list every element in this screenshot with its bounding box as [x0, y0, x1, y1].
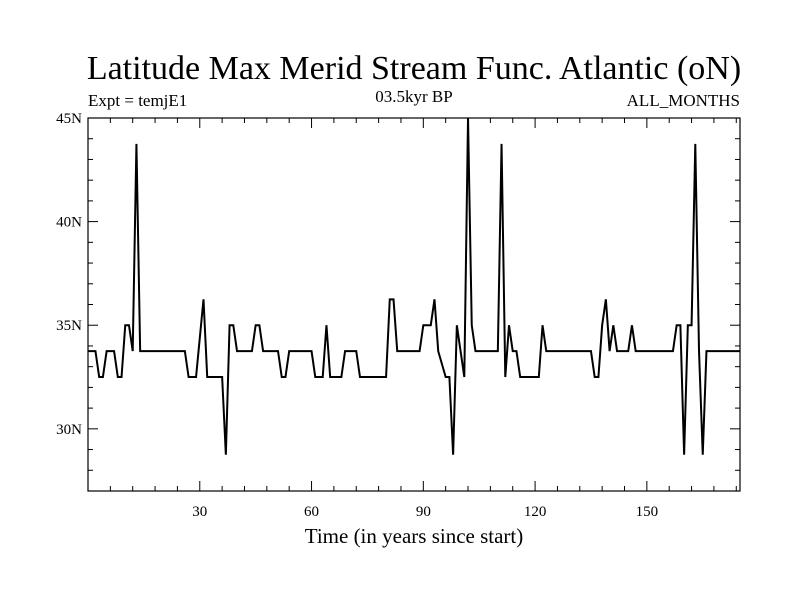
- experiment-label: Expt = temjE1: [88, 91, 187, 110]
- series-line: [88, 117, 740, 455]
- x-tick-label: 90: [416, 504, 431, 520]
- y-tick-label: 45N: [56, 111, 82, 127]
- y-tick-label: 30N: [56, 422, 82, 438]
- x-tick-label: 60: [304, 504, 319, 520]
- x-axis-ticks: [109, 118, 737, 491]
- chart-title: Latitude Max Merid Stream Func. Atlantic…: [87, 50, 741, 87]
- y-axis-tick-labels: 30N 35N 40N 45N: [56, 111, 82, 438]
- period-label: 03.5kyr BP: [375, 87, 452, 106]
- y-tick-label: 35N: [56, 318, 82, 334]
- x-tick-label: 120: [524, 504, 547, 520]
- x-tick-label: 30: [192, 504, 207, 520]
- x-tick-label: 150: [636, 504, 659, 520]
- x-axis-label: Time (in years since start): [305, 524, 524, 548]
- y-axis-ticks: [88, 117, 740, 471]
- x-axis-tick-labels: 30 60 90 120 150: [192, 504, 658, 520]
- plot-frame: [87, 117, 741, 492]
- months-label: ALL_MONTHS: [627, 91, 740, 110]
- y-tick-label: 40N: [56, 215, 82, 231]
